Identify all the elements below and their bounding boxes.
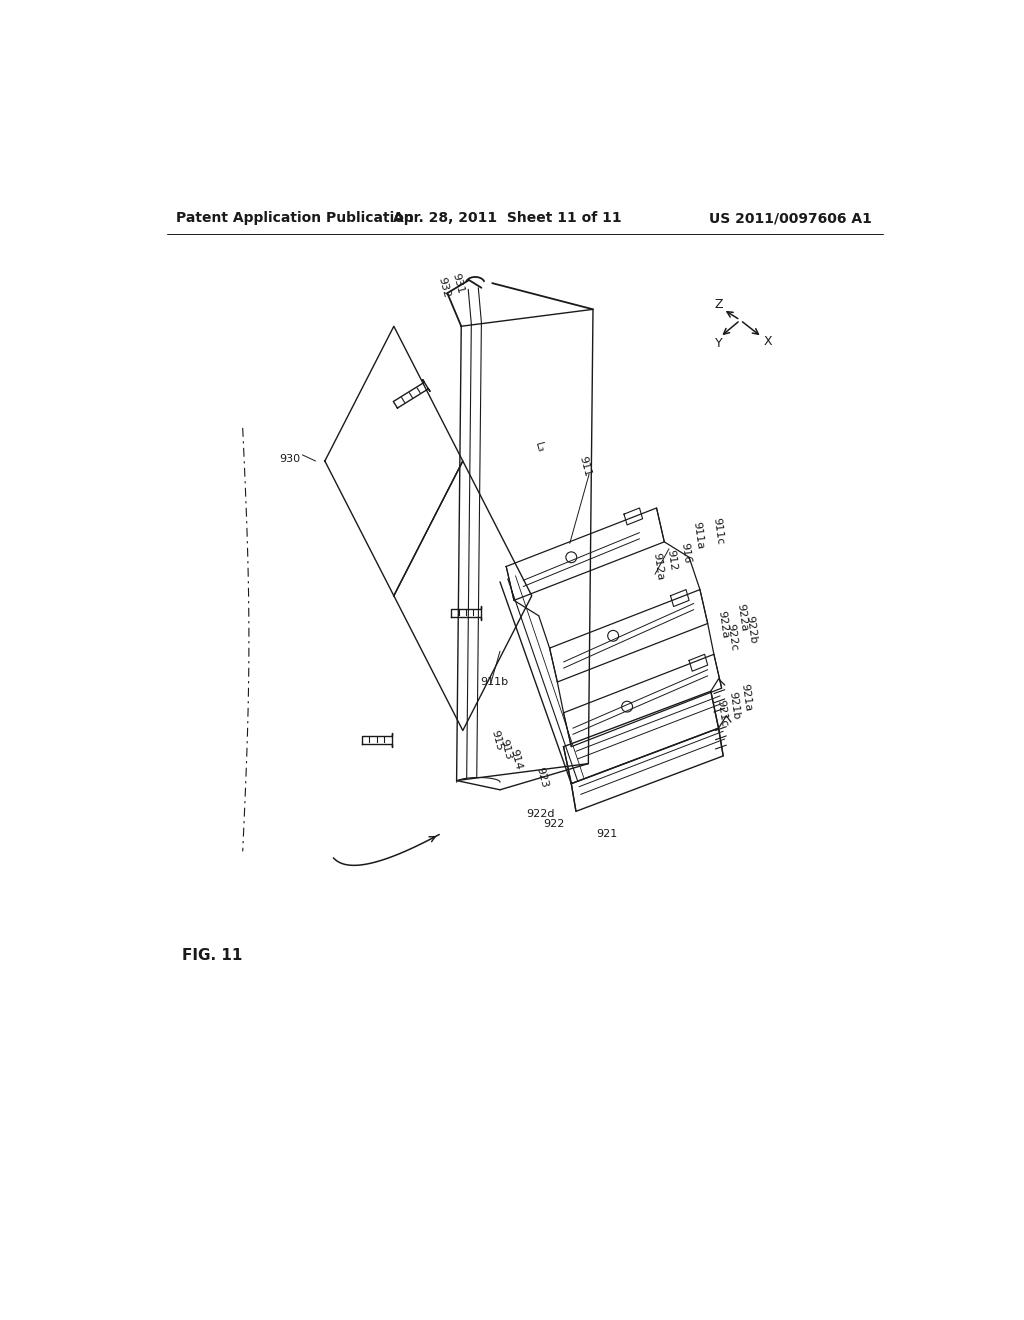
Text: 930: 930 xyxy=(279,454,300,463)
Text: X: X xyxy=(764,335,772,348)
Text: 911a: 911a xyxy=(691,521,706,550)
Text: 911c: 911c xyxy=(712,517,725,545)
Text: 922a: 922a xyxy=(735,603,749,632)
Text: 923: 923 xyxy=(535,766,550,789)
Text: US 2011/0097606 A1: US 2011/0097606 A1 xyxy=(710,211,872,226)
Text: 911b: 911b xyxy=(480,677,509,686)
Text: Y: Y xyxy=(715,337,722,350)
Text: Apr. 28, 2011  Sheet 11 of 11: Apr. 28, 2011 Sheet 11 of 11 xyxy=(393,211,622,226)
Text: 916: 916 xyxy=(680,541,692,564)
Text: 913: 913 xyxy=(499,738,514,762)
Text: 912a: 912a xyxy=(651,552,665,581)
Text: FIG. 11: FIG. 11 xyxy=(182,948,243,962)
Text: 922a: 922a xyxy=(716,610,730,640)
Text: 921c: 921c xyxy=(715,698,728,727)
Text: 922c: 922c xyxy=(726,623,739,652)
Text: 914: 914 xyxy=(508,747,523,771)
Text: 921a: 921a xyxy=(739,682,754,711)
Text: 921: 921 xyxy=(596,829,617,840)
Text: 932: 932 xyxy=(436,276,451,300)
Text: 911: 911 xyxy=(578,455,593,478)
Text: L₃: L₃ xyxy=(532,441,545,454)
Text: 921b: 921b xyxy=(727,690,741,719)
Text: Patent Application Publication: Patent Application Publication xyxy=(176,211,414,226)
Text: 922: 922 xyxy=(544,818,565,829)
Text: 931: 931 xyxy=(451,272,466,294)
Text: 922b: 922b xyxy=(744,615,758,644)
Text: Z: Z xyxy=(715,298,723,312)
Text: 922d: 922d xyxy=(526,809,555,820)
Text: 912: 912 xyxy=(666,549,679,572)
Text: 915: 915 xyxy=(489,729,505,752)
